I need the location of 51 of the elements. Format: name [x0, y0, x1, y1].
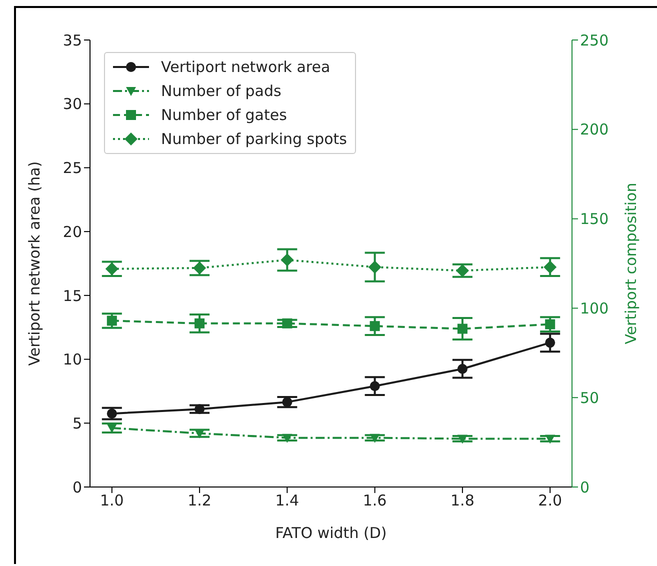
point [194, 404, 205, 414]
point [282, 397, 292, 408]
point [282, 318, 292, 328]
y2-tick-label: 100 [580, 300, 609, 318]
y2-tick-label: 50 [580, 388, 600, 407]
point [106, 424, 117, 433]
y-tick-label: 30 [62, 95, 82, 114]
point [544, 260, 557, 274]
point [106, 316, 117, 326]
x-tick-label: 1.0 [100, 492, 124, 510]
point [282, 434, 292, 443]
x-tick-label: 1.2 [188, 492, 212, 510]
point [194, 429, 205, 438]
point [456, 264, 469, 278]
x-axis-title: FATO width (D) [275, 524, 387, 542]
point [280, 253, 294, 266]
y2-tick-label: 250 [580, 31, 609, 50]
point [545, 338, 556, 348]
point [545, 434, 556, 444]
point [457, 324, 468, 334]
point [545, 319, 556, 330]
y2-tick-label: 0 [580, 478, 590, 496]
legend-label: Number of gates [161, 106, 287, 124]
x-tick-label: 1.4 [275, 492, 300, 510]
legend-label: Number of pads [161, 82, 282, 100]
y2-tick-label: 200 [580, 120, 609, 139]
point [370, 321, 380, 332]
y-tick-label: 15 [62, 286, 82, 305]
legend-label: Number of parking spots [161, 130, 347, 148]
point [105, 262, 118, 276]
point [457, 434, 468, 444]
point [193, 261, 206, 274]
y-tick-label: 5 [72, 414, 82, 432]
legend-label: Vertiport network area [161, 58, 330, 76]
y2-tick-label: 150 [580, 210, 609, 228]
y-axis-title: Vertiport network area (ha) [25, 161, 44, 366]
point [457, 364, 468, 374]
point [106, 408, 117, 419]
point [194, 318, 205, 328]
point [368, 260, 382, 274]
point [370, 381, 380, 392]
x-tick-label: 2.0 [538, 492, 562, 510]
point [370, 434, 380, 443]
y-tick-label: 35 [62, 31, 82, 50]
x-tick-label: 1.8 [450, 492, 474, 510]
y2-axis-title: Vertiport composition [622, 182, 640, 344]
y-tick-label: 20 [62, 222, 82, 241]
y-tick-label: 25 [62, 159, 82, 178]
x-tick-label: 1.6 [362, 492, 387, 510]
y-tick-label: 10 [62, 350, 82, 369]
y-tick-label: 0 [72, 478, 82, 496]
